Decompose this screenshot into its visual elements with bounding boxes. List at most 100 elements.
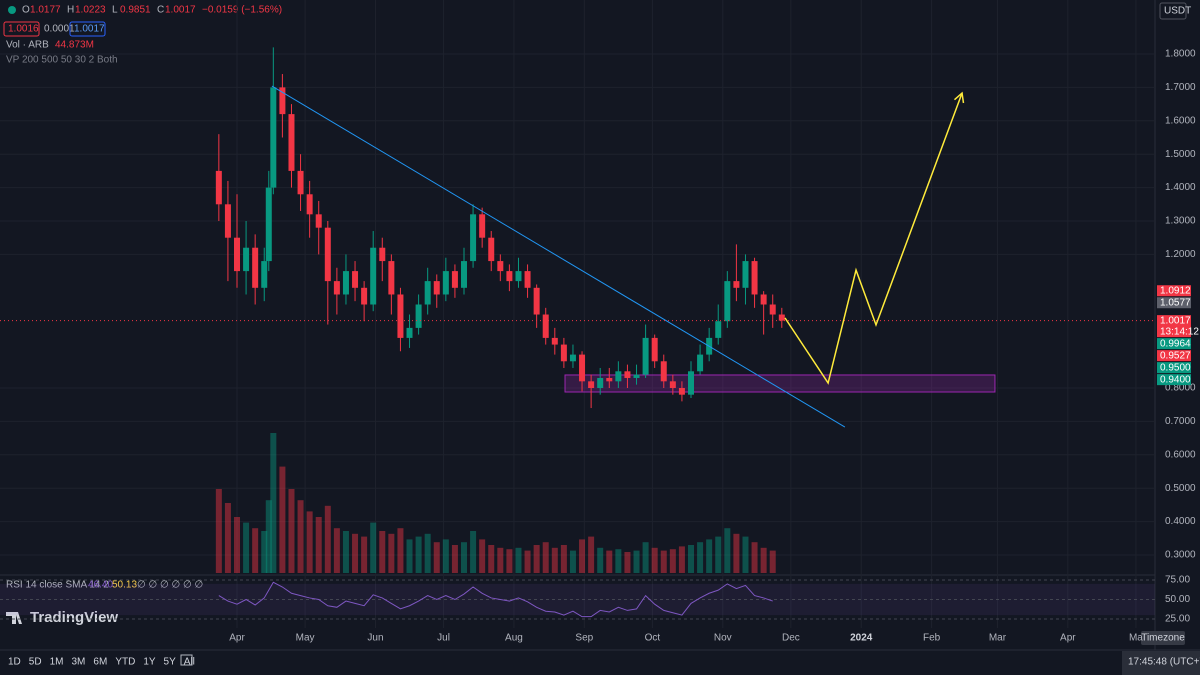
- projection-path: [784, 92, 963, 385]
- x-tick-label: Nov: [714, 633, 732, 644]
- volume-bar: [669, 549, 676, 573]
- range-button[interactable]: 6M: [93, 657, 107, 668]
- rsi-value: 46.40: [88, 580, 113, 591]
- candle-body: [769, 304, 776, 315]
- timezone-tip-box: [1141, 631, 1185, 645]
- candle-body: [624, 371, 631, 378]
- candle-body: [606, 377, 613, 382]
- rsi-sma: 50.13: [112, 580, 137, 591]
- volume-bar: [524, 550, 531, 573]
- volume-bar: [424, 533, 431, 573]
- candle-body: [651, 337, 658, 362]
- volume-bar: [624, 552, 631, 573]
- range-button[interactable]: 3M: [72, 657, 86, 668]
- candle-body: [388, 261, 395, 295]
- price-label-box: [1157, 350, 1191, 362]
- y-tick-label: 0.5000: [1165, 483, 1196, 494]
- candle-body: [433, 281, 440, 295]
- price-label-box: [1157, 374, 1191, 386]
- volume-bar: [379, 531, 386, 573]
- range-button[interactable]: All: [184, 657, 195, 668]
- ask-box: [69, 21, 106, 37]
- trendline: [271, 85, 846, 428]
- range-button[interactable]: 1Y: [143, 657, 156, 668]
- x-tick-label: Dec: [782, 633, 800, 644]
- candle-body: [569, 354, 576, 362]
- range-button[interactable]: 1M: [50, 657, 64, 668]
- volume-bar: [433, 542, 440, 573]
- range-button[interactable]: 5D: [29, 657, 42, 668]
- candle-body: [215, 170, 222, 205]
- volume-bar: [678, 546, 685, 573]
- candle-body: [660, 361, 667, 382]
- candle-body: [642, 337, 649, 375]
- volume-bar: [479, 539, 486, 573]
- price-label-box: [1157, 338, 1191, 350]
- volume-bar: [742, 536, 749, 573]
- x-tick-label: Jun: [367, 633, 383, 644]
- clock[interactable]: 17:45:48 (UTC+7): [1128, 657, 1200, 668]
- candle-body: [760, 294, 767, 305]
- currency-box[interactable]: [1159, 2, 1187, 20]
- volume-bar: [279, 466, 286, 573]
- projection-arrowhead: [953, 91, 965, 104]
- rsi-tick-label: 75.00: [1165, 575, 1190, 586]
- candle-body: [697, 354, 704, 372]
- spread: 0.0001: [44, 24, 75, 35]
- range-button[interactable]: 5Y: [164, 657, 177, 668]
- ohlc-value: 1.0223: [75, 5, 106, 16]
- candle-body: [669, 381, 676, 388]
- x-tick-label: Ma: [1129, 633, 1143, 644]
- y-tick-label: 0.4000: [1165, 516, 1196, 527]
- candle-body: [733, 281, 740, 288]
- candle-body: [288, 114, 295, 171]
- candle-body: [379, 247, 386, 262]
- volume-bar: [506, 549, 513, 573]
- range-button[interactable]: YTD: [115, 657, 135, 668]
- price-label: 1.0017: [1160, 315, 1191, 326]
- candle-body: [397, 294, 404, 338]
- clock-box[interactable]: [1122, 651, 1200, 675]
- candle-body: [279, 87, 286, 115]
- volume-bar: [252, 528, 259, 573]
- candle-body: [406, 327, 413, 338]
- change: −0.0159 (−1.56%): [202, 5, 282, 16]
- candle-body: [361, 287, 368, 305]
- volume-bar: [397, 528, 404, 573]
- candle-body: [442, 271, 449, 295]
- price-label-box: [1157, 285, 1191, 297]
- date-range-icon[interactable]: [180, 654, 193, 666]
- x-tick-label: Aug: [505, 633, 523, 644]
- volume-bar: [265, 500, 272, 573]
- volume-bar: [660, 550, 667, 573]
- candle-body: [715, 321, 722, 338]
- candle-body: [315, 214, 322, 228]
- ohlc-key: L: [112, 5, 118, 16]
- price-label: 0.9527: [1160, 350, 1191, 361]
- candle-body: [451, 271, 458, 288]
- volume-bar: [615, 549, 622, 573]
- volume-bar: [352, 533, 359, 573]
- volume-bar: [488, 545, 495, 573]
- price-label-box: [1157, 315, 1191, 338]
- range-button[interactable]: 1D: [8, 657, 21, 668]
- volume-bar: [597, 547, 604, 573]
- volume-bar: [333, 528, 340, 573]
- x-tick-label: Apr: [1060, 633, 1076, 644]
- volume-bar: [342, 531, 349, 573]
- price-label: 1.0577: [1160, 297, 1191, 308]
- price-label: 0.9400: [1160, 374, 1191, 385]
- x-tick-label: Sep: [575, 633, 593, 644]
- volume-label: Vol · ARB: [6, 40, 49, 51]
- candle-body: [370, 247, 377, 305]
- volume-bar: [588, 536, 595, 573]
- candle-body: [551, 337, 558, 345]
- y-tick-label: 0.6000: [1165, 449, 1196, 460]
- volume-bar: [533, 545, 540, 573]
- volume-bar: [688, 545, 694, 573]
- y-tick-label: 1.4000: [1165, 182, 1196, 193]
- volume-bar: [406, 539, 413, 573]
- currency[interactable]: USDT: [1164, 6, 1191, 17]
- candle-body: [470, 214, 477, 262]
- candle-body: [742, 261, 749, 288]
